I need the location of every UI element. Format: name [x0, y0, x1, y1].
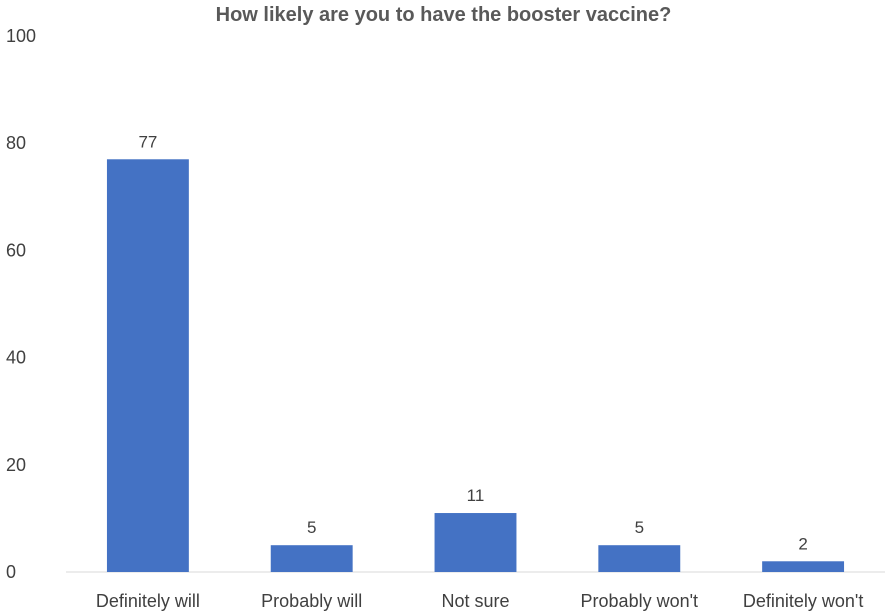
bar	[762, 561, 845, 572]
data-label: 2	[798, 534, 807, 553]
y-tick-label: 60	[6, 240, 26, 260]
bar	[434, 513, 517, 572]
data-label: 11	[467, 486, 485, 505]
bar	[598, 545, 681, 572]
bar	[270, 545, 353, 572]
chart-title: How likely are you to have the booster v…	[215, 4, 672, 26]
x-tick-label: Definitely won't	[743, 591, 864, 611]
y-tick-label: 40	[6, 348, 26, 368]
y-tick-label: 20	[6, 455, 26, 475]
data-label: 77	[138, 132, 157, 151]
x-axis-labels: Definitely will Probably will Not sure Prob…	[96, 591, 863, 611]
data-label: 5	[307, 518, 316, 537]
y-tick-label: 0	[6, 562, 16, 582]
bar	[106, 159, 189, 572]
y-axis-ticks: 0 20 40 60 80 100	[6, 26, 36, 582]
x-tick-label: Probably won't	[581, 591, 699, 611]
x-tick-label: Probably will	[261, 591, 362, 611]
data-label: 5	[635, 518, 644, 537]
bars	[106, 159, 845, 572]
data-labels: 77 5 11 5 2	[138, 132, 807, 553]
x-tick-label: Not sure	[441, 591, 509, 611]
y-tick-label: 80	[6, 133, 26, 153]
y-tick-label: 100	[6, 26, 36, 46]
x-tick-label: Definitely will	[96, 591, 200, 611]
